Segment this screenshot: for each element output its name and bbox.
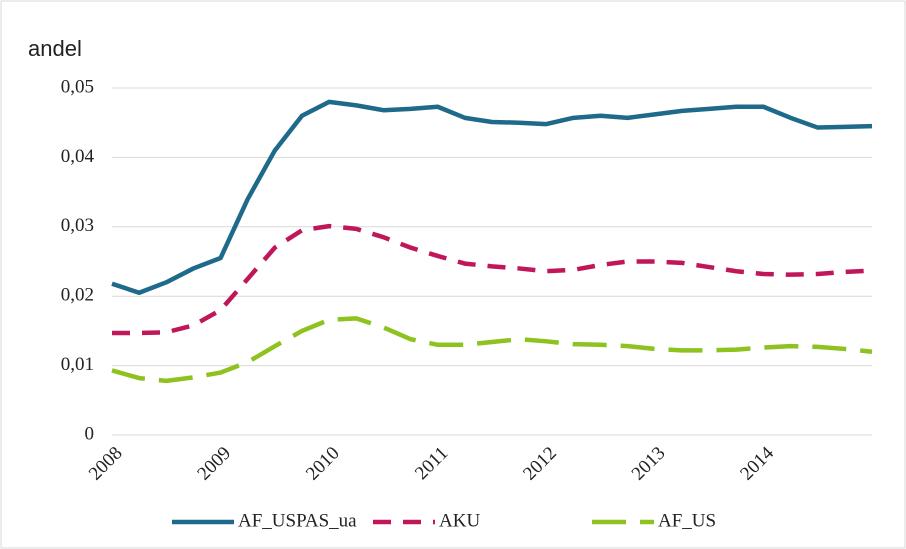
line-series: [112, 223, 873, 336]
y-tick-label: 0,01: [61, 354, 94, 375]
legend-label: AF_US: [658, 510, 716, 531]
y-tick-label: 0,04: [61, 146, 95, 167]
legend-label: AKU: [439, 510, 480, 531]
y-axis-label: andel: [28, 36, 82, 61]
y-tick-label: 0,03: [61, 215, 94, 236]
y-tick-label: 0: [85, 423, 95, 444]
y-tick-label: 0,02: [61, 285, 94, 306]
y-tick-label: 0,05: [61, 76, 94, 97]
line-series: [111, 316, 873, 384]
legend-label: AF_USPAS_ua: [238, 510, 357, 531]
line-series: [111, 99, 873, 295]
